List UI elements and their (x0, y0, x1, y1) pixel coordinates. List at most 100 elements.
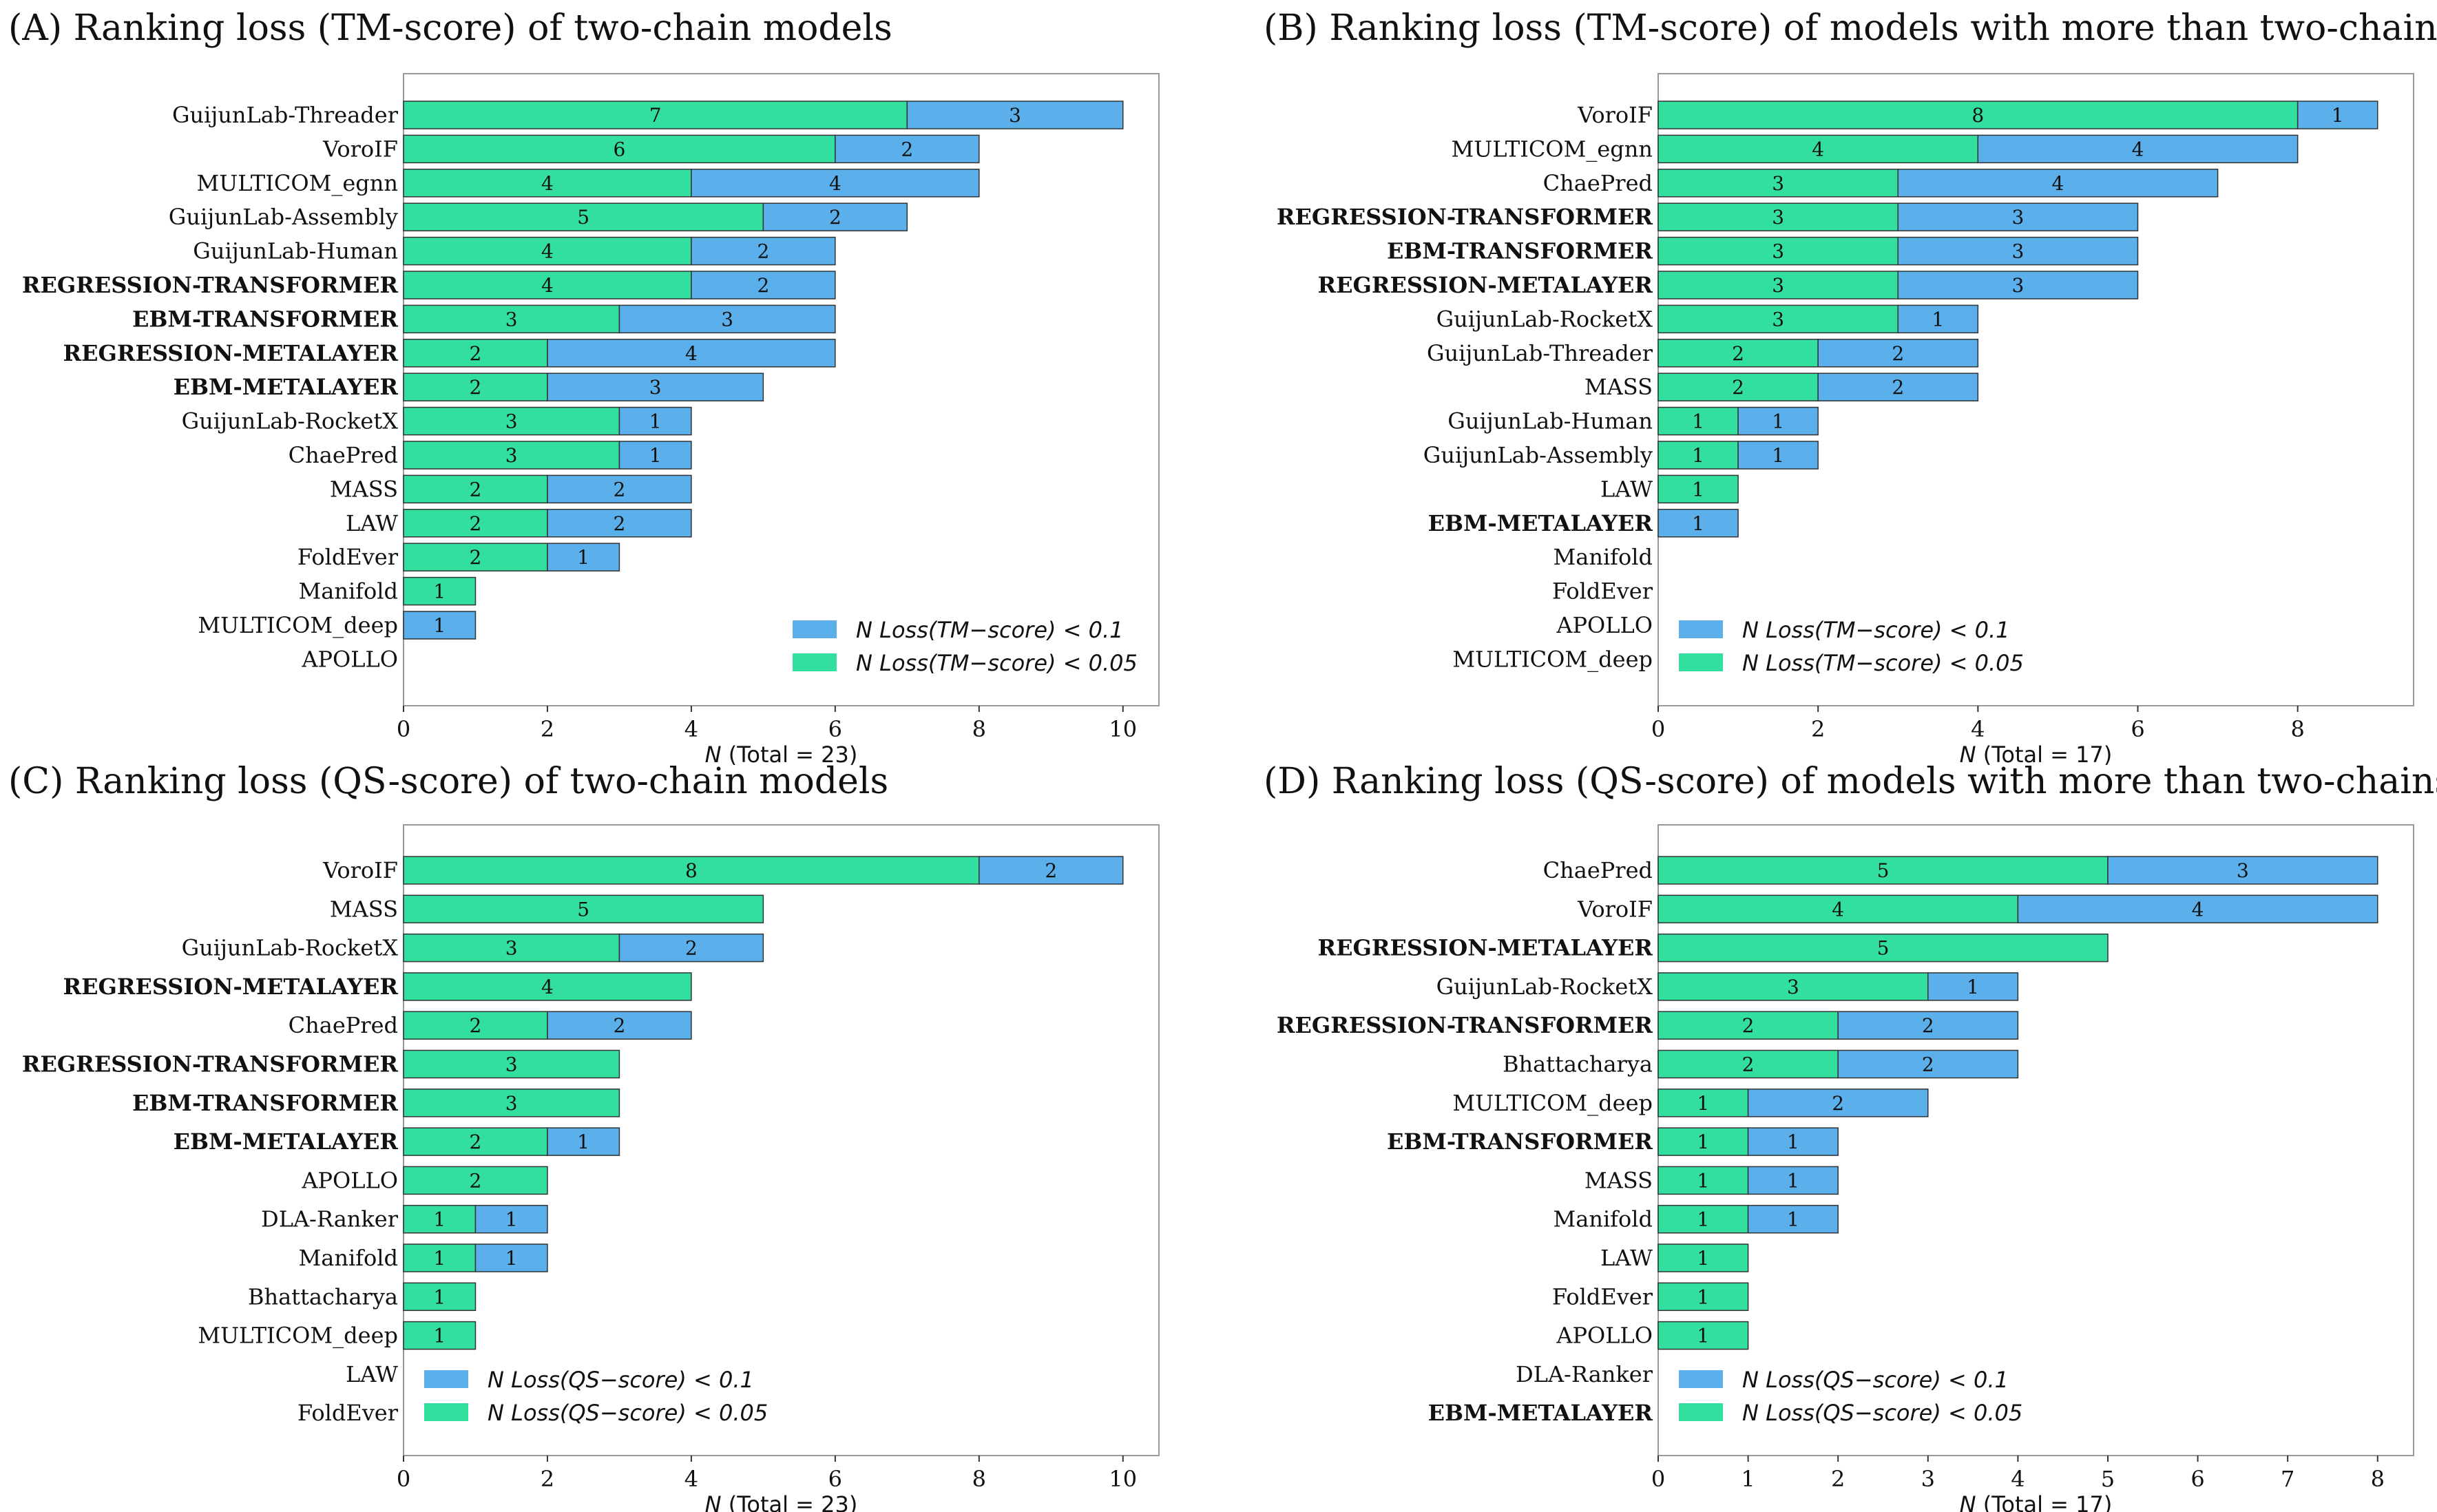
bar-value-label: 2 (470, 376, 482, 399)
y-tick-label: APOLLO (1556, 1323, 1653, 1349)
x-axis-label: N (Total = 23) (705, 1491, 858, 1512)
bar-segment-low (1657, 101, 2299, 129)
x-tick-label: 3 (1921, 1466, 1935, 1492)
x-tick-label: 4 (684, 1466, 698, 1492)
bar-segment-low (1657, 406, 1739, 436)
legend: N Loss(TM−score) < 0.1 N Loss(TM−score) <… (793, 617, 1138, 676)
legend-label: N Loss(TM−score) < 0.1 (856, 617, 1124, 643)
bar-segment-high (1657, 509, 1739, 538)
bar-segment-high (474, 1204, 548, 1234)
y-tick-label: EBM-TRANSFORMER (132, 306, 398, 332)
bar-value-label: 2 (901, 138, 913, 160)
bar-segment-high (1897, 236, 2139, 266)
chart-title: (C) Ranking loss (QS-score) of two-chain… (8, 761, 888, 802)
x-tick-label: 8 (2371, 1466, 2385, 1492)
bar-segment-low (1657, 1204, 1749, 1234)
bar-segment-high (618, 441, 692, 470)
bar-segment-low (403, 576, 477, 606)
bar-segment-low (1657, 1243, 1749, 1272)
x-tick-label: 6 (2131, 716, 2144, 742)
bar-segment-low (1657, 134, 1979, 164)
bar-segment-high (1837, 1011, 2019, 1040)
x-tick-label: 0 (1651, 1466, 1665, 1492)
legend-swatch-low (424, 1403, 468, 1421)
x-tick-label: 2 (1811, 716, 1825, 742)
bar-value-label: 2 (1732, 376, 1744, 399)
y-tick-label: REGRESSION-TRANSFORMER (22, 1051, 398, 1078)
chart-title: (A) Ranking loss (TM-score) of two-chain… (8, 8, 892, 49)
bar-value-label: 1 (1692, 410, 1704, 433)
bar-segment-low (1657, 1011, 1839, 1040)
bar-segment-high (547, 509, 692, 538)
bar-segment-high (1737, 406, 1819, 436)
bar-value-label: 1 (1697, 1131, 1709, 1153)
bar-segment-low (403, 543, 548, 571)
x-axis-label: N (Total = 17) (1960, 1491, 2113, 1512)
bar-segment-low (403, 972, 692, 1001)
bar-value-label: 1 (2332, 104, 2344, 127)
x-tick-label: 1 (1741, 1466, 1755, 1492)
bar-value-label: 3 (2011, 206, 2024, 229)
bar-value-label: 1 (577, 1131, 589, 1153)
bar-segment-high (1747, 1166, 1839, 1195)
bar-value-label: 2 (1742, 1014, 1755, 1037)
bar-value-label: 1 (433, 1325, 446, 1347)
panel-a: (A) Ranking loss (TM-score) of two-chain… (8, 8, 1160, 768)
bar-segment-low (1657, 1282, 1749, 1312)
y-tick-label: EBM-METALAYER (1428, 510, 1653, 536)
y-tick-label: EBM-TRANSFORMER (1387, 238, 1653, 264)
bar-value-label: 4 (2192, 898, 2204, 921)
bar-value-label: 4 (541, 172, 554, 195)
legend-swatch-high (1679, 620, 1723, 638)
bar-value-label: 1 (649, 444, 662, 467)
y-tick-label: GuijunLab-Assembly (169, 204, 398, 230)
bar-value-label: 8 (1971, 104, 1984, 127)
bar-value-label: 2 (470, 1131, 482, 1153)
y-tick-label: GuijunLab-RocketX (1436, 974, 1653, 1000)
bar-segment-high (618, 304, 836, 334)
bar-value-label: 3 (2237, 859, 2249, 882)
x-tick-label: 8 (972, 716, 986, 742)
x-tick-label: 10 (1109, 1466, 1137, 1492)
bar-segment-low (403, 1049, 620, 1079)
bar-segment-high (2297, 101, 2378, 129)
bar-value-label: 2 (1742, 1053, 1755, 1076)
bar-segment-low (403, 271, 692, 300)
y-tick-label: EBM-METALAYER (174, 374, 399, 400)
bar-segment-low (403, 1011, 548, 1040)
bar-value-label: 2 (1045, 859, 1057, 882)
y-tick-label: REGRESSION-METALAYER (1318, 935, 1653, 961)
bar-segment-high (1747, 1127, 1839, 1156)
bar-value-label: 1 (1697, 1092, 1709, 1115)
bar-value-label: 1 (1697, 1208, 1709, 1231)
bar-segment-low (403, 169, 692, 198)
y-tick-label: GuijunLab-Threader (1427, 340, 1653, 366)
x-tick-label: 2 (1831, 1466, 1845, 1492)
bar-value-label: 1 (649, 410, 662, 433)
chart-title: (B) Ranking loss (TM-score) of models wi… (1264, 8, 2437, 49)
y-tick-label: REGRESSION-TRANSFORMER (22, 272, 398, 298)
bar-segment-high (2017, 894, 2378, 924)
bar-value-label: 4 (541, 274, 554, 297)
y-tick-label: LAW (346, 510, 398, 536)
legend-label: N Loss(TM−score) < 0.1 (1742, 617, 2010, 643)
bar-value-label: 1 (1697, 1325, 1709, 1347)
bar-segment-low (403, 1282, 477, 1312)
y-tick-label: APOLLO (301, 1167, 398, 1193)
y-tick-label: REGRESSION-TRANSFORMER (1277, 204, 1653, 230)
bar-segment-low (403, 474, 548, 504)
bar-segment-low (403, 372, 548, 401)
bar-segment-low (1657, 304, 1899, 334)
bar-value-label: 1 (1967, 976, 1979, 998)
y-tick-label: FoldEver (297, 1400, 399, 1426)
bar-value-label: 2 (757, 274, 769, 297)
bar-segment-high (403, 611, 477, 640)
legend-label: N Loss(QS−score) < 0.05 (488, 1400, 768, 1426)
bar-value-label: 2 (757, 240, 769, 263)
y-tick-label: LAW (1600, 476, 1653, 502)
bar-segment-high (547, 543, 620, 571)
y-tick-label: Manifold (1553, 1206, 1653, 1232)
x-tick-label: 2 (541, 716, 554, 742)
bar-value-label: 2 (614, 1014, 626, 1037)
bar-segment-low (403, 236, 692, 266)
